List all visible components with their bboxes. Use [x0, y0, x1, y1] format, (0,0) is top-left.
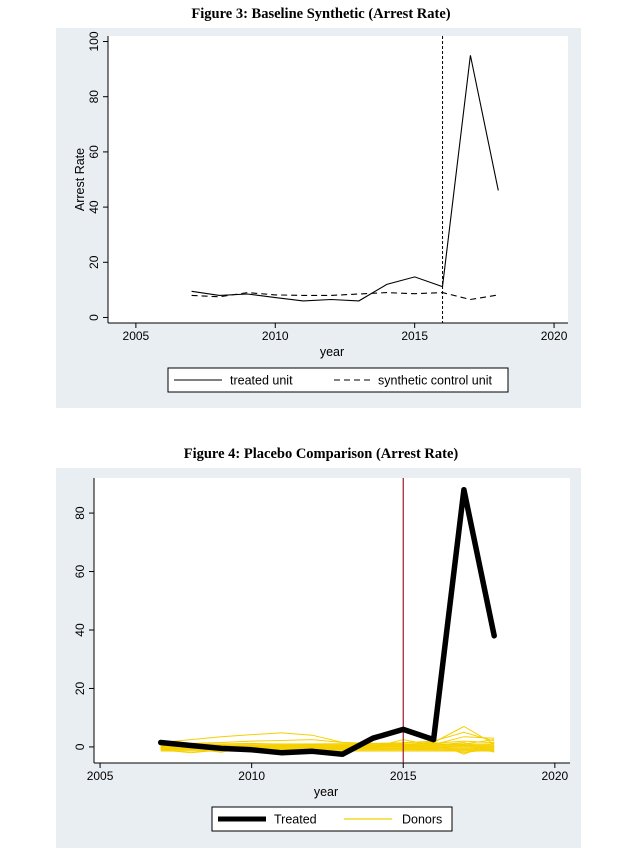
- series-line-treated: [157, 486, 497, 757]
- series-line-treated-unit: [191, 55, 499, 302]
- y-tick-label: 40: [87, 200, 101, 214]
- x-tick-label: 2015: [401, 329, 428, 343]
- y-tick-label: 40: [73, 623, 87, 637]
- y-tick-label: 100: [87, 31, 101, 51]
- legend-label-synthetic-control-unit: synthetic control unit: [378, 374, 492, 388]
- y-tick-label: 20: [73, 681, 87, 695]
- series-line-synthetic-control-unit: [191, 292, 499, 301]
- x-tick-label: 2005: [123, 329, 150, 343]
- y-axis-label: Arrest Rate: [73, 148, 87, 211]
- plot-area: [108, 36, 568, 323]
- y-tick-label: 80: [87, 90, 101, 104]
- plot-area: [94, 478, 570, 763]
- x-axis-label: year: [314, 785, 338, 799]
- figure4-title: Figure 4: Placebo Comparison (Arrest Rat…: [183, 446, 459, 462]
- x-tick-label: 2005: [87, 769, 114, 783]
- figure4-chart: 2005 2010 2015 2020 0 20 40 60 80 year Treated Dono…: [56, 468, 581, 848]
- figure3-chart: 2005 2010 2015 2020 0 20 40 60 80 100 year Arrest R…: [56, 28, 581, 408]
- x-axis-label: year: [320, 345, 344, 359]
- donor-band: [160, 743, 495, 752]
- x-tick-label: 2010: [262, 329, 289, 343]
- y-tick-label: 60: [73, 565, 87, 579]
- y-tick-label: 60: [87, 145, 101, 159]
- y-tick-label: 0: [73, 743, 87, 750]
- legend-label-donors: Donors: [402, 813, 442, 827]
- legend-label-treated: Treated: [274, 813, 317, 827]
- y-tick-label: 20: [87, 255, 101, 269]
- figure3-title: Figure 3: Baseline Synthetic (Arrest Rat…: [191, 6, 451, 22]
- y-tick-label: 80: [73, 506, 87, 520]
- y-tick-label: 0: [87, 314, 101, 321]
- x-tick-label: 2020: [541, 769, 568, 783]
- legend-label-treated-unit: treated unit: [230, 374, 293, 388]
- series-line-donor: [160, 731, 495, 746]
- x-tick-label: 2020: [541, 329, 568, 343]
- x-tick-label: 2010: [238, 769, 265, 783]
- x-tick-label: 2015: [390, 769, 417, 783]
